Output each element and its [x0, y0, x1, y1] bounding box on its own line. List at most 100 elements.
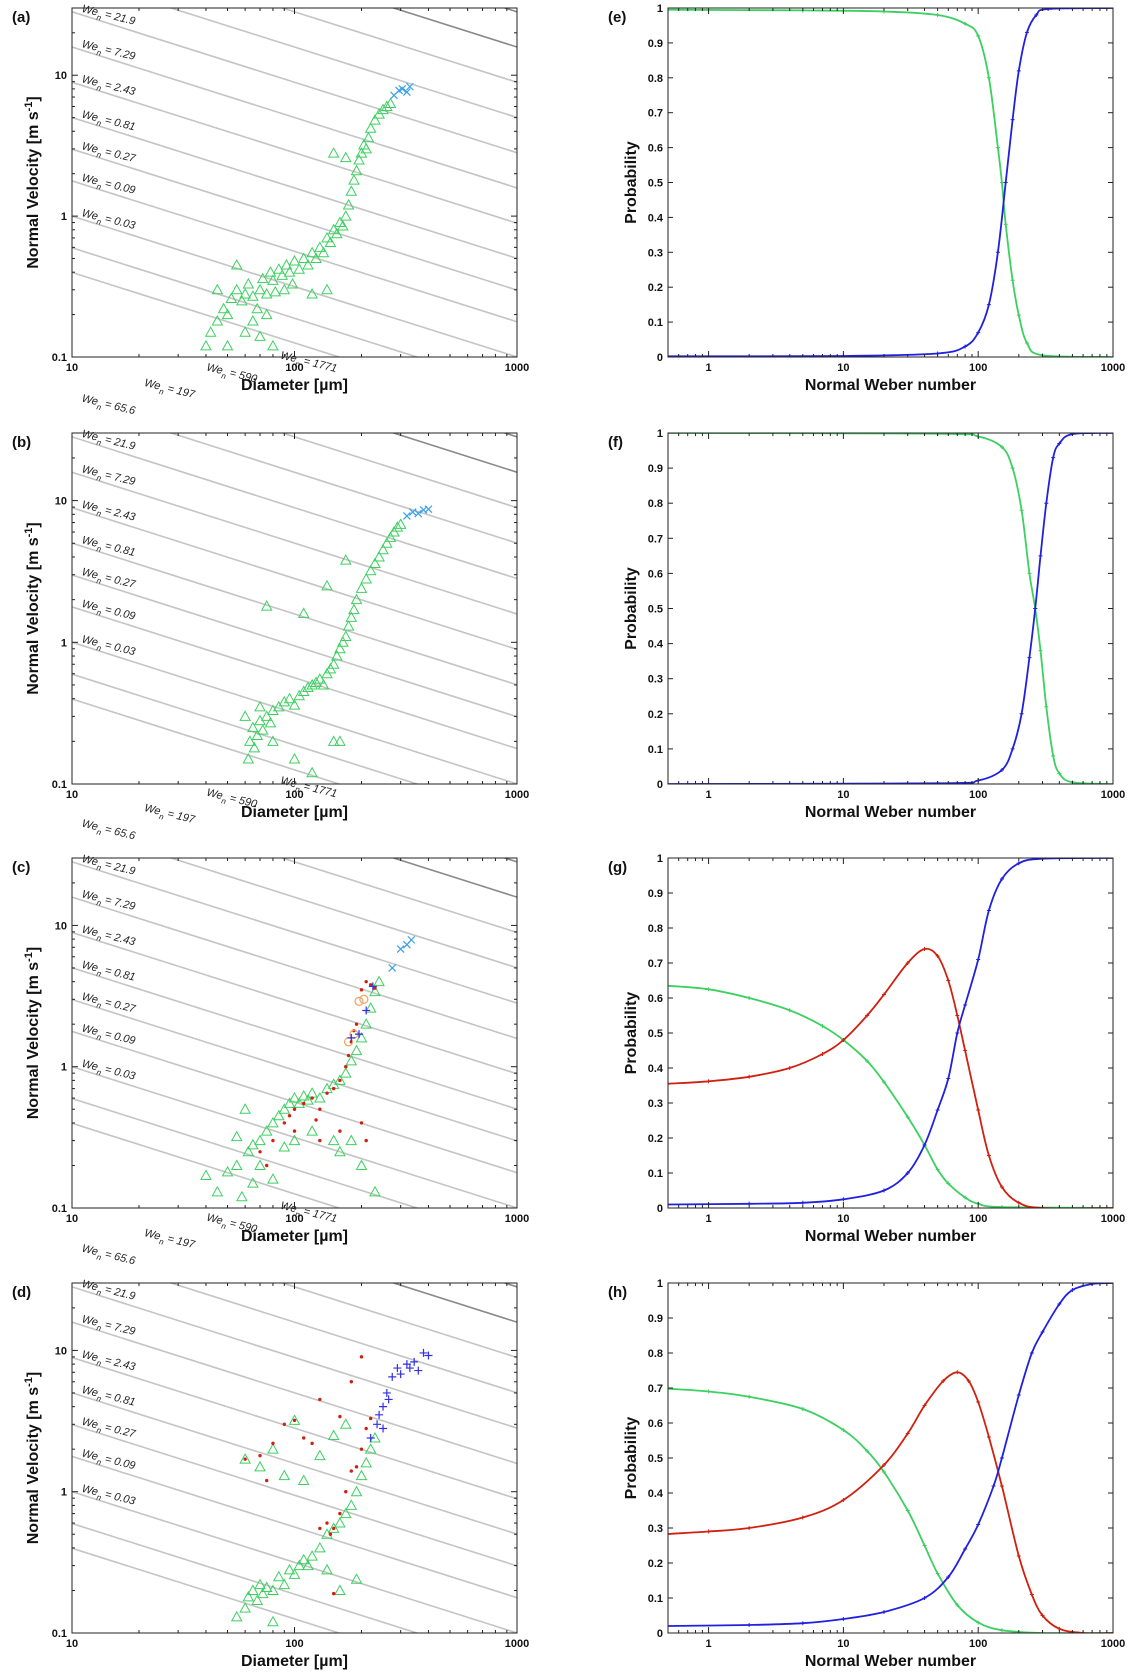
series-point	[1020, 712, 1024, 716]
x-tick-label: 100	[969, 789, 987, 801]
x-tick-label: 10	[837, 1638, 849, 1650]
x-axis-label: Normal Weber number	[805, 377, 976, 394]
scatter-point	[248, 316, 258, 325]
weber-label: Wen = 197	[142, 802, 197, 829]
y-tick-label: 0.3	[648, 674, 663, 686]
scatter-point	[361, 144, 371, 153]
scatter-point	[332, 1527, 335, 1530]
y-axis-label: Normal Velocity [m s-1]	[23, 96, 42, 269]
series-point	[1027, 571, 1031, 575]
scatter-point	[293, 1419, 296, 1422]
series-point	[747, 1526, 751, 1530]
y-tick-label: 10	[55, 496, 67, 508]
scatter-point	[347, 1034, 355, 1042]
scatter-point	[329, 148, 339, 157]
y-tick-label: 1	[61, 1487, 67, 1499]
series-point	[801, 1516, 805, 1520]
weber-label: Wen = 197	[142, 1227, 197, 1254]
scatter-point	[279, 1104, 289, 1113]
scatter-point	[279, 1471, 289, 1480]
scatter-point	[361, 574, 371, 583]
scatter-point	[232, 1132, 242, 1141]
scatter-point	[347, 1054, 350, 1057]
series-point	[936, 13, 940, 17]
series-point	[976, 1108, 980, 1112]
y-tick-label: 0.9	[648, 888, 663, 900]
scatter-point	[255, 285, 265, 294]
scatter-point	[360, 988, 363, 991]
x-tick-label: 10	[66, 362, 78, 374]
scatter-point	[310, 1096, 313, 1099]
y-axis-label: Normal Velocity [m s-1]	[23, 1372, 42, 1545]
x-tick-label: 1000	[505, 789, 529, 801]
series-point	[1020, 508, 1024, 512]
weber-line	[72, 897, 517, 1038]
scatter-point	[344, 1490, 347, 1493]
scatter-point	[268, 1444, 278, 1453]
y-tick-label: 0.1	[648, 744, 663, 756]
series-markers-2	[666, 6, 1115, 358]
series-point	[788, 1066, 792, 1070]
series-point	[841, 1617, 845, 1621]
weber-label: Wen = 65.6	[80, 393, 138, 421]
x-tick-label: 1000	[505, 1213, 529, 1225]
y-tick-label: 0.2	[648, 1133, 663, 1145]
series-point	[1000, 1484, 1004, 1488]
y-tick-label: 10	[55, 920, 67, 932]
scatter-point	[338, 1129, 341, 1132]
y-tick-label: 0.1	[648, 1168, 663, 1180]
scatter-point	[344, 621, 354, 630]
x-axis-label: Normal Weber number	[805, 1228, 976, 1245]
scatter-point	[346, 1500, 356, 1509]
scatter-point	[325, 1091, 328, 1094]
scatter-point	[352, 1487, 362, 1496]
series-markers-2	[666, 431, 1115, 786]
series-markers-1	[666, 431, 1115, 786]
series-point	[1004, 222, 1008, 226]
y-tick-label: 1	[61, 637, 67, 649]
scatter-point	[388, 1373, 396, 1381]
y-tick-label: 1	[657, 3, 663, 15]
y-tick-label: 0.4	[648, 1488, 664, 1500]
scatter-point	[360, 995, 368, 1003]
axes-frame	[668, 433, 1113, 784]
scatter-point	[258, 1150, 261, 1153]
scatter-point	[332, 1087, 335, 1090]
scatter-point	[338, 1079, 341, 1082]
scatter-point	[315, 1543, 325, 1552]
x-tick-label: 1000	[1101, 1638, 1125, 1650]
series-point	[987, 909, 991, 913]
series-point	[1017, 1554, 1021, 1558]
scatter-point	[232, 285, 242, 294]
y-tick-label: 0	[657, 1628, 663, 1640]
y-tick-label: 0.1	[52, 1203, 67, 1215]
scatter-point	[283, 1121, 286, 1124]
weber-line	[72, 47, 517, 188]
series-point	[801, 1621, 805, 1625]
scatter-point	[352, 1046, 362, 1055]
weber-line	[72, 0, 517, 117]
scatter-point	[201, 1170, 211, 1179]
y-tick-label: 0.7	[648, 108, 663, 120]
scatter-point	[414, 1367, 422, 1375]
y-tick-label: 0.6	[648, 993, 663, 1005]
scatter-point	[293, 1108, 296, 1111]
scatter-point	[268, 341, 278, 350]
series-point	[1011, 278, 1015, 282]
scatter-point	[240, 711, 250, 720]
scatter-point	[318, 1527, 321, 1530]
series-line-3	[668, 1283, 1113, 1626]
series-point	[1017, 313, 1021, 317]
y-tick-label: 0.7	[648, 958, 663, 970]
series-point	[841, 1197, 845, 1201]
y-tick-label: 0.1	[52, 779, 67, 791]
series-point	[707, 1079, 711, 1083]
scatter-point	[243, 1457, 246, 1460]
scatter-point	[265, 1479, 268, 1482]
series-line-1	[668, 986, 1113, 1208]
scatter-point	[299, 1476, 309, 1485]
scatter-point	[329, 1136, 339, 1145]
y-tick-label: 1	[61, 211, 67, 223]
weber-line	[72, 12, 517, 153]
